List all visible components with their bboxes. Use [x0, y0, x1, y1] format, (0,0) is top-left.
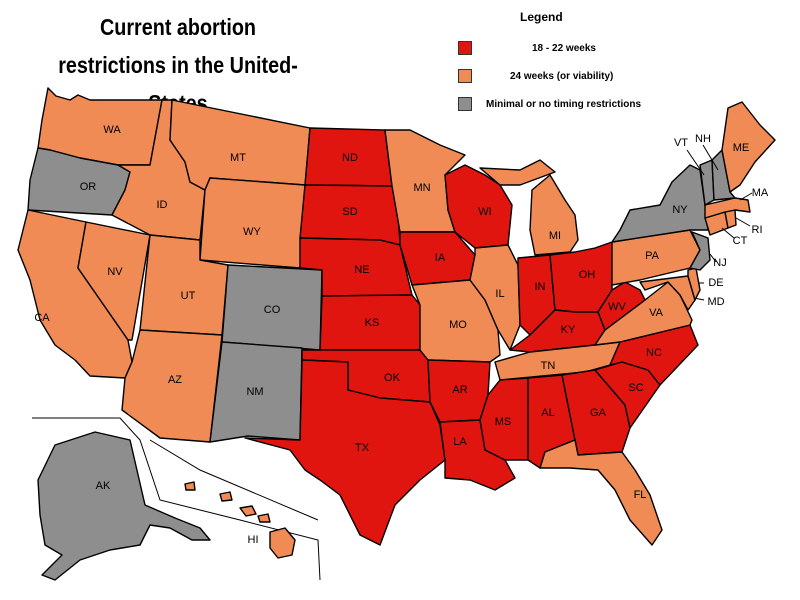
- label-tn: TN: [541, 360, 556, 372]
- label-mi: MI: [549, 230, 561, 242]
- label-tx: TX: [355, 442, 370, 454]
- state-nc: [609, 324, 699, 386]
- label-ms: MS: [495, 416, 512, 428]
- label-ri: RI: [752, 224, 763, 236]
- label-me: ME: [733, 142, 750, 154]
- map-title: Current abortion restrictions in the Uni…: [32, 8, 324, 122]
- label-va: VA: [649, 307, 664, 319]
- state-az: [121, 329, 223, 443]
- label-wa: WA: [103, 124, 121, 136]
- label-ne: NE: [354, 264, 369, 276]
- label-ks: KS: [365, 317, 380, 329]
- label-nh: NH: [695, 133, 711, 145]
- label-ny: NY: [672, 204, 688, 216]
- label-wi: WI: [478, 206, 491, 218]
- label-md: MD: [707, 296, 724, 308]
- state-nm: [209, 341, 303, 443]
- label-ak: AK: [96, 480, 111, 492]
- label-or: OR: [80, 181, 97, 193]
- state-wy: [199, 177, 306, 269]
- label-nj: NJ: [713, 257, 726, 269]
- label-nd: ND: [342, 152, 358, 164]
- state-tx: [244, 359, 446, 546]
- state-wi: [444, 164, 513, 249]
- state-ak: [37, 431, 211, 581]
- legend-swatch-gray: [458, 97, 472, 111]
- state-ny: [611, 164, 709, 243]
- label-sd: SD: [342, 206, 357, 218]
- title-line-2: restrictions in the United-States: [58, 52, 298, 116]
- state-ma: [704, 197, 751, 219]
- label-co: CO: [264, 304, 281, 316]
- inset-lines: [32, 417, 321, 581]
- label-mn: MN: [413, 182, 430, 194]
- label-az: AZ: [168, 374, 182, 386]
- legend-swatch-orange: [458, 69, 472, 83]
- legend-label-gray: Minimal or no timing restrictions: [486, 98, 642, 110]
- label-ca: CA: [34, 312, 50, 324]
- label-ky: KY: [561, 324, 576, 336]
- state-nh: [711, 149, 736, 201]
- state-nv: [77, 221, 151, 341]
- state-labels: WA OR CA NV ID MT WY UT CO AZ NM ND SD N…: [34, 124, 769, 546]
- state-wv: [597, 281, 646, 331]
- state-hi: [184, 481, 296, 559]
- legend-label-orange: 24 weeks (or viability): [510, 70, 614, 82]
- label-oh: OH: [579, 269, 596, 281]
- label-ga: GA: [590, 407, 607, 419]
- label-mt: MT: [230, 152, 246, 164]
- label-ut: UT: [181, 290, 196, 302]
- label-wv: WV: [608, 301, 626, 313]
- legend-label-red: 18 - 22 weeks: [532, 42, 596, 54]
- label-pa: PA: [645, 250, 660, 262]
- label-vt: VT: [674, 137, 688, 149]
- legend-item-minimal: Minimal or no timing restrictions: [458, 96, 641, 112]
- state-me: [721, 101, 776, 193]
- label-ia: IA: [435, 252, 446, 264]
- label-al: AL: [541, 407, 554, 419]
- label-la: LA: [453, 436, 467, 448]
- state-ms: [479, 377, 529, 461]
- legend-item-18-22-weeks: 18 - 22 weeks: [458, 40, 596, 56]
- label-mo: MO: [449, 319, 467, 331]
- label-ma: MA: [752, 187, 769, 199]
- state-il: [469, 244, 521, 351]
- legend-swatch-red: [458, 41, 472, 55]
- label-nv: NV: [107, 266, 123, 278]
- label-fl: FL: [634, 489, 647, 501]
- state-mi: [479, 159, 579, 256]
- label-ct: CT: [733, 235, 748, 247]
- label-ok: OK: [384, 372, 401, 384]
- leader-lines: [686, 144, 753, 301]
- label-ar: AR: [452, 384, 467, 396]
- legend-item-24-weeks: 24 weeks (or viability): [458, 68, 613, 84]
- label-de: DE: [708, 277, 723, 289]
- legend-title: Legend: [520, 10, 563, 24]
- label-wy: WY: [243, 226, 261, 238]
- label-hi: HI: [248, 534, 259, 546]
- label-nc: NC: [646, 347, 662, 359]
- state-fl: [539, 439, 663, 546]
- label-il: IL: [495, 288, 504, 300]
- label-id: ID: [157, 199, 168, 211]
- state-nj: [689, 231, 711, 271]
- label-sc: SC: [628, 382, 643, 394]
- state-mt: [169, 99, 311, 191]
- label-in: IN: [535, 281, 546, 293]
- label-nm: NM: [246, 386, 263, 398]
- title-line-1: Current abortion: [99, 14, 257, 40]
